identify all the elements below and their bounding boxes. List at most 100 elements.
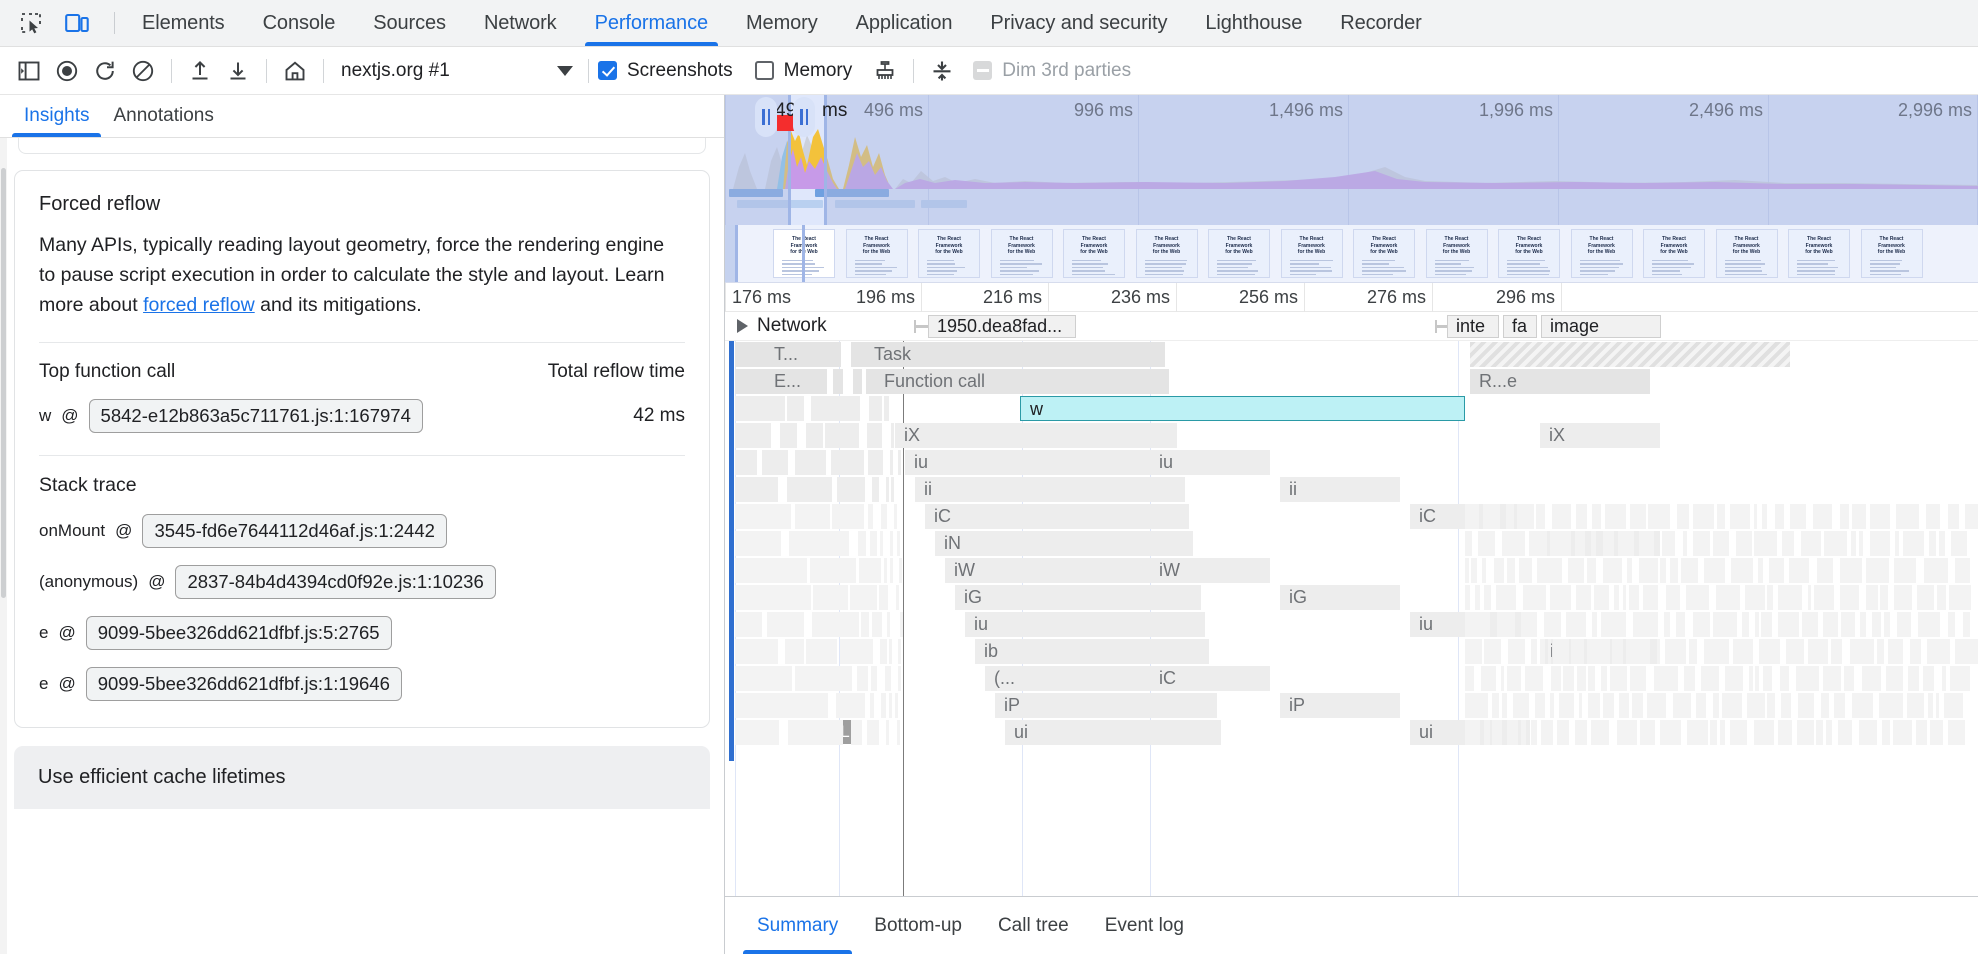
flame-block[interactable]: [1730, 720, 1747, 745]
flame-row[interactable]: iW iW: [725, 557, 1978, 584]
flame-block[interactable]: [1465, 558, 1469, 583]
flame-block[interactable]: [1617, 720, 1637, 745]
dim-3rd-parties-checkbox[interactable]: Dim 3rd parties: [973, 60, 1131, 82]
flame-row[interactable]: iu iu: [725, 611, 1978, 638]
flame-block[interactable]: iC: [925, 504, 1189, 529]
tab-call-tree[interactable]: Call tree: [980, 897, 1087, 954]
flame-block[interactable]: [1591, 720, 1610, 745]
flame-block[interactable]: [1866, 558, 1889, 583]
flame-row[interactable]: iP iP: [725, 692, 1978, 719]
flame-block[interactable]: [886, 477, 889, 502]
flame-block[interactable]: [1662, 531, 1675, 556]
flame-block[interactable]: [1507, 558, 1515, 583]
tab-event-log[interactable]: Event log: [1087, 897, 1202, 954]
flame-block[interactable]: [1550, 693, 1554, 718]
flame-block[interactable]: [1936, 693, 1940, 718]
previous-insight-stub[interactable]: [18, 138, 706, 154]
flame-block[interactable]: [795, 666, 852, 691]
flame-block[interactable]: iu: [965, 612, 1205, 637]
flame-block-selected[interactable]: w: [1020, 396, 1465, 421]
flame-block[interactable]: [1465, 531, 1472, 556]
flame-block[interactable]: [1823, 612, 1838, 637]
flame-block[interactable]: iW: [1150, 558, 1270, 583]
flame-block[interactable]: [1623, 585, 1626, 610]
flame-block[interactable]: [1540, 639, 1545, 664]
flame-block[interactable]: [1686, 585, 1709, 610]
flame-block[interactable]: [1730, 504, 1750, 529]
flame-block[interactable]: [880, 639, 887, 664]
flame-block[interactable]: [1660, 558, 1665, 583]
flame-block[interactable]: [898, 639, 901, 664]
flame-block[interactable]: [1537, 558, 1562, 583]
flame-block[interactable]: [1814, 585, 1834, 610]
flame-block[interactable]: [1497, 612, 1514, 637]
flame-block[interactable]: [735, 639, 778, 664]
flame-block[interactable]: [1521, 720, 1526, 745]
flame-block[interactable]: [1745, 585, 1764, 610]
flame-block[interactable]: [1823, 666, 1841, 691]
flame-block[interactable]: [1817, 558, 1834, 583]
flame-block[interactable]: [1955, 639, 1977, 664]
flame-block[interactable]: [1603, 531, 1614, 556]
flame-block[interactable]: [806, 423, 823, 448]
flame-block[interactable]: [1587, 639, 1610, 664]
flame-block[interactable]: [1894, 585, 1912, 610]
flame-block[interactable]: [1923, 666, 1934, 691]
screenshots-checkbox[interactable]: Screenshots: [598, 60, 733, 82]
flame-block[interactable]: [735, 423, 771, 448]
flame-block[interactable]: [1684, 666, 1695, 691]
flame-block-hatched[interactable]: [1470, 342, 1790, 367]
flame-block[interactable]: [1896, 504, 1920, 529]
flame-block[interactable]: [1942, 666, 1946, 691]
stack-source-link[interactable]: 2837-84b4d4394cd0f92e.js:1:10236: [175, 565, 495, 599]
flame-block[interactable]: [1603, 693, 1614, 718]
flame-block[interactable]: [858, 531, 866, 556]
flame-block[interactable]: [1548, 639, 1551, 664]
flame-block[interactable]: [1877, 639, 1884, 664]
flame-block[interactable]: ii: [915, 477, 1185, 502]
flame-block[interactable]: [1747, 693, 1765, 718]
flame-block[interactable]: [787, 477, 832, 502]
flame-block[interactable]: [1639, 531, 1654, 556]
flame-block[interactable]: [881, 504, 887, 529]
flame-block[interactable]: [1778, 720, 1792, 745]
flame-block[interactable]: [1778, 585, 1801, 610]
flame-block[interactable]: [1630, 504, 1646, 529]
flame-block[interactable]: [891, 423, 894, 448]
flame-block[interactable]: [1754, 720, 1774, 745]
flame-block[interactable]: [1465, 693, 1488, 718]
flame-block[interactable]: [1928, 693, 1932, 718]
network-request-event[interactable]: fa: [1503, 315, 1537, 338]
flame-block[interactable]: [872, 477, 880, 502]
flame-block[interactable]: [1465, 504, 1479, 529]
stack-source-link[interactable]: 9099-5bee326dd621dfbf.js:5:2765: [86, 616, 392, 650]
flame-block[interactable]: [1676, 612, 1685, 637]
flame-block[interactable]: [1630, 666, 1647, 691]
flame-block[interactable]: [813, 585, 848, 610]
flame-block[interactable]: [1681, 558, 1698, 583]
flame-block[interactable]: [1816, 720, 1823, 745]
flame-block[interactable]: [1601, 666, 1608, 691]
flame-block[interactable]: [1592, 504, 1601, 529]
flame-block[interactable]: [1951, 531, 1967, 556]
flame-block[interactable]: [1870, 531, 1890, 556]
flame-block[interactable]: [1696, 693, 1706, 718]
tab-console[interactable]: Console: [244, 0, 355, 46]
flame-block[interactable]: [1801, 531, 1821, 556]
flame-block[interactable]: [1648, 504, 1670, 529]
flame-block[interactable]: [1897, 612, 1911, 637]
flame-block[interactable]: [1465, 585, 1470, 610]
flame-block[interactable]: [1733, 639, 1753, 664]
tab-lighthouse[interactable]: Lighthouse: [1186, 0, 1321, 46]
flame-block[interactable]: [1866, 585, 1878, 610]
tab-summary[interactable]: Summary: [739, 897, 856, 954]
flame-block[interactable]: [1838, 720, 1852, 745]
flame-block[interactable]: [1640, 720, 1655, 745]
flame-block[interactable]: [1949, 585, 1971, 610]
flame-block[interactable]: [1742, 612, 1749, 637]
flame-block[interactable]: [1647, 693, 1666, 718]
flame-block[interactable]: [1908, 666, 1920, 691]
flame-block[interactable]: iX: [895, 423, 1177, 448]
upload-profile-icon[interactable]: [181, 52, 219, 90]
flame-block[interactable]: [1907, 693, 1924, 718]
